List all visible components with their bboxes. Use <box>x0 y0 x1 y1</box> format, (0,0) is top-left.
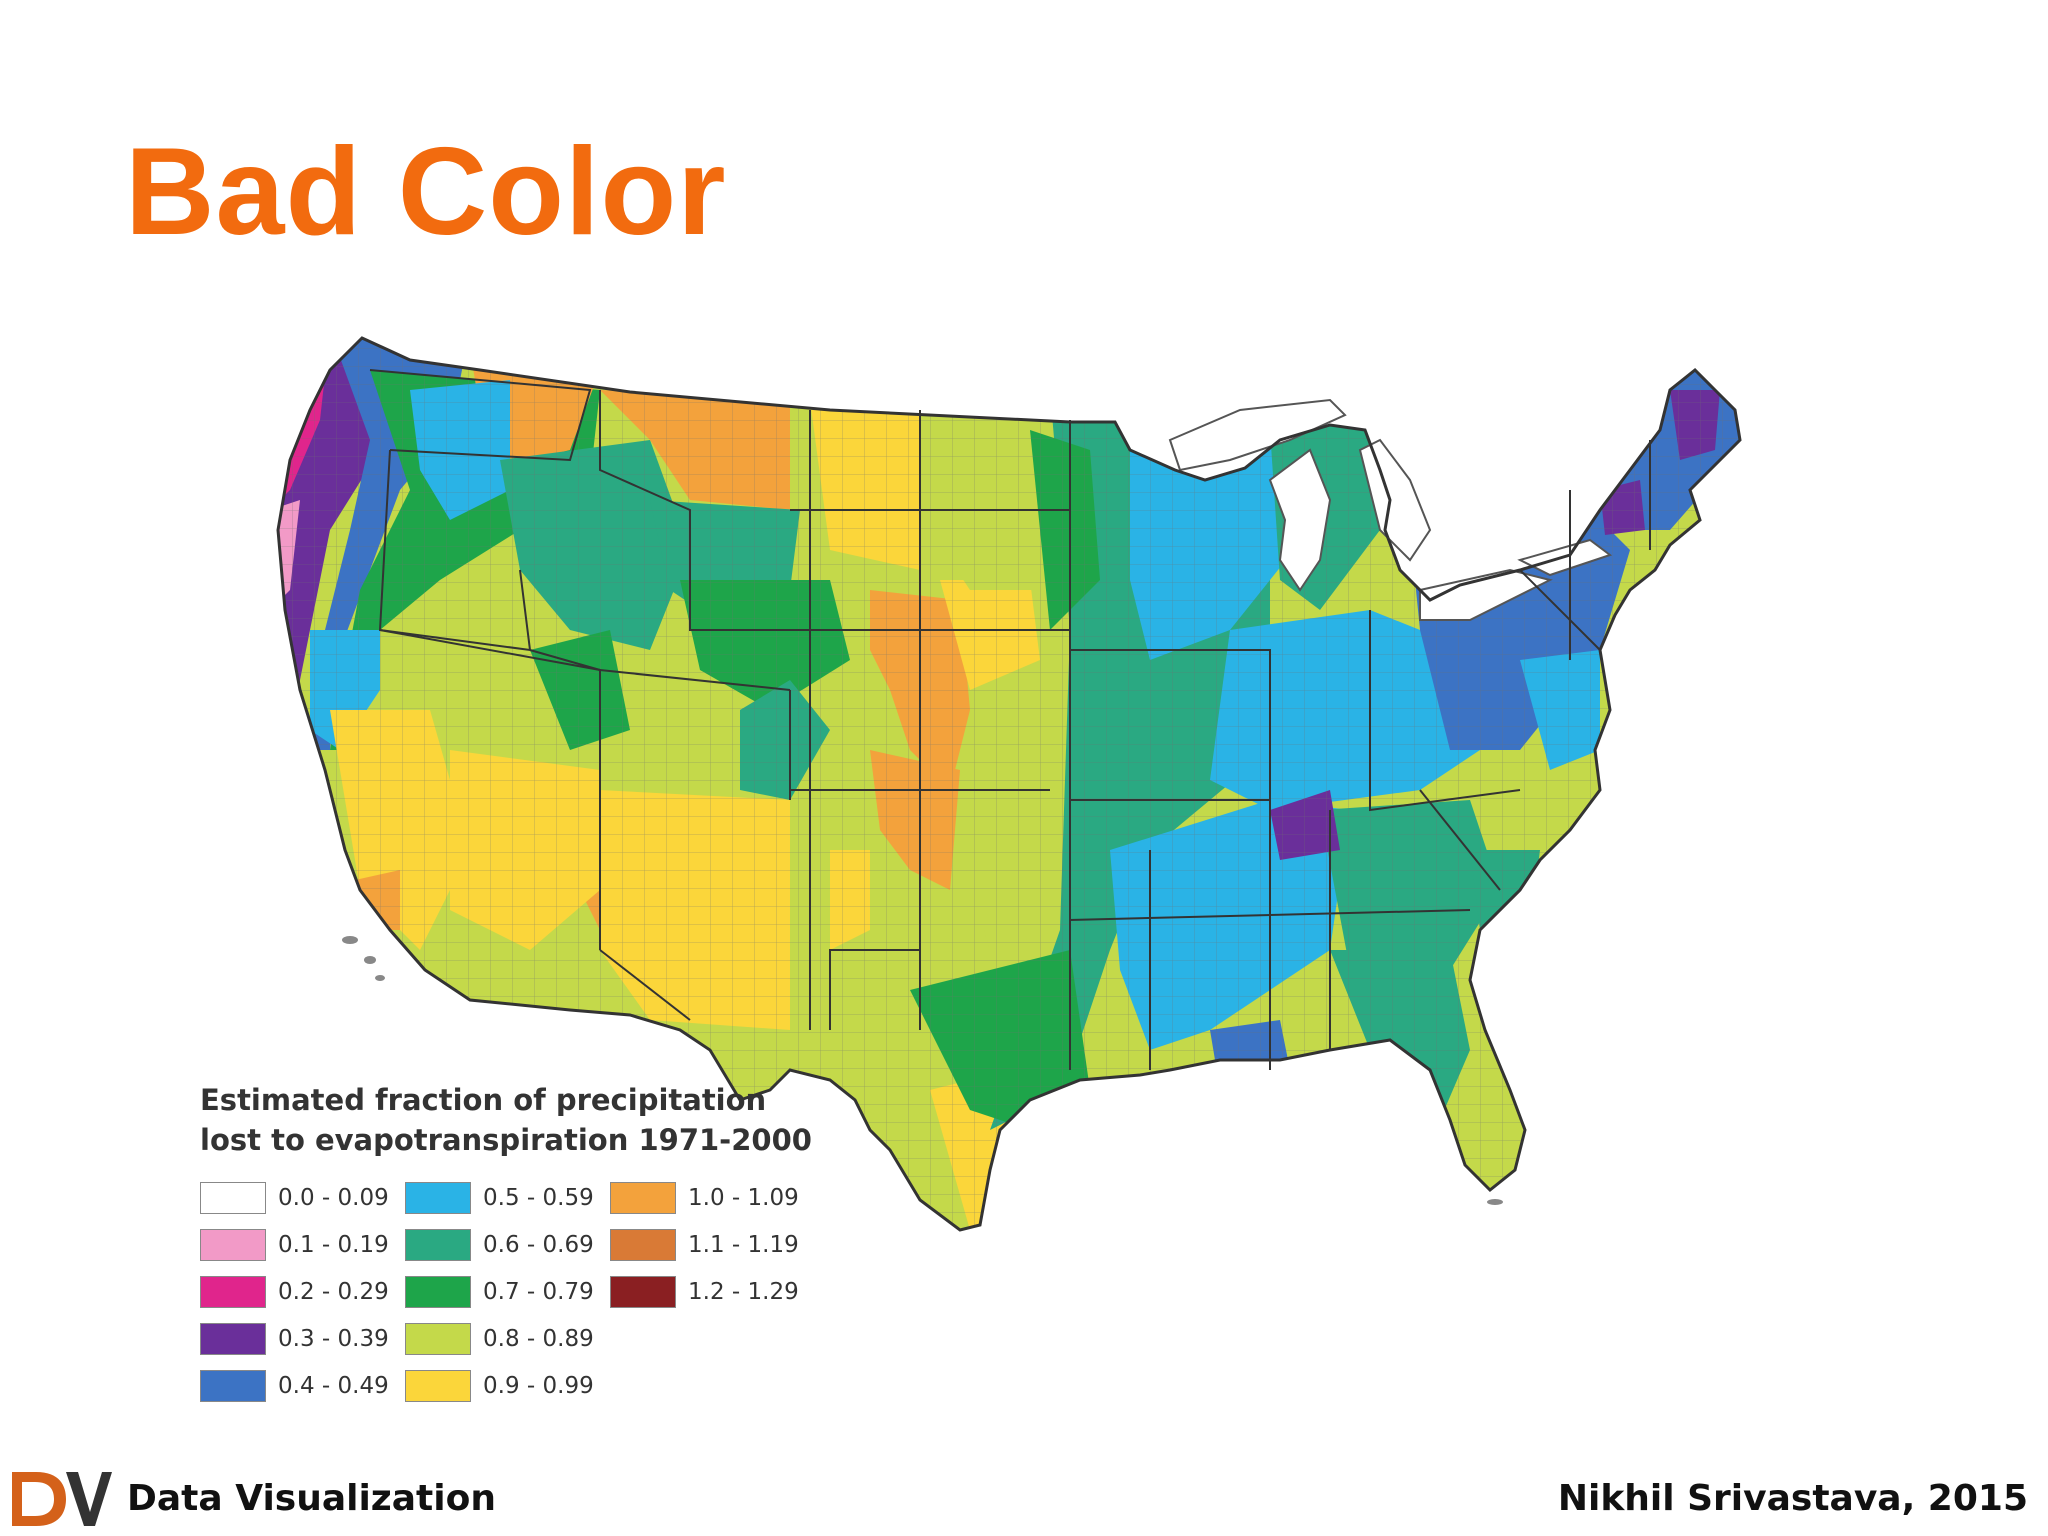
legend-swatch <box>405 1369 471 1402</box>
dv-logo <box>12 1472 112 1526</box>
legend-label: 0.5 - 0.59 <box>483 1184 594 1211</box>
legend-swatch <box>200 1275 266 1308</box>
legend-item: 0.6 - 0.69 <box>405 1221 610 1268</box>
legend-swatch <box>200 1369 266 1402</box>
legend-swatch <box>610 1228 676 1261</box>
legend-title-line1: Estimated fraction of precipitation <box>200 1083 767 1117</box>
slide-title: Bad Color <box>125 123 727 261</box>
legend-label: 0.2 - 0.29 <box>278 1278 389 1305</box>
legend-item: 0.3 - 0.39 <box>200 1315 405 1362</box>
legend-item: 0.2 - 0.29 <box>200 1268 405 1315</box>
map-legend: Estimated fraction of precipitation lost… <box>200 1080 840 1409</box>
legend-label: 0.3 - 0.39 <box>278 1325 389 1352</box>
legend-item: 0.4 - 0.49 <box>200 1362 405 1409</box>
legend-item: 0.0 - 0.09 <box>200 1174 405 1221</box>
legend-item: 0.5 - 0.59 <box>405 1174 610 1221</box>
us-evapotranspiration-map <box>270 330 1860 1410</box>
legend-swatch <box>405 1228 471 1261</box>
legend-title-line2: lost to evapotranspiration 1971-2000 <box>200 1123 812 1157</box>
legend-label: 0.0 - 0.09 <box>278 1184 389 1211</box>
legend-title: Estimated fraction of precipitation lost… <box>200 1080 840 1160</box>
footer-course-title: Data Visualization <box>127 1478 496 1519</box>
legend-label: 0.8 - 0.89 <box>483 1325 594 1352</box>
legend-items: 0.0 - 0.09 0.1 - 0.19 0.2 - 0.29 0.3 - 0.39… <box>200 1174 840 1409</box>
legend-label: 1.2 - 1.29 <box>688 1278 799 1305</box>
legend-label: 0.4 - 0.49 <box>278 1372 389 1399</box>
legend-label: 0.6 - 0.69 <box>483 1231 594 1258</box>
legend-item: 0.9 - 0.99 <box>405 1362 610 1409</box>
legend-item: 0.7 - 0.79 <box>405 1268 610 1315</box>
legend-item: 0.8 - 0.89 <box>405 1315 610 1362</box>
legend-item: 1.1 - 1.19 <box>610 1221 815 1268</box>
map-svg <box>276 336 1742 1232</box>
legend-label: 0.9 - 0.99 <box>483 1372 594 1399</box>
legend-item: 1.2 - 1.29 <box>610 1268 815 1315</box>
legend-label: 1.0 - 1.09 <box>688 1184 799 1211</box>
legend-label: 0.7 - 0.79 <box>483 1278 594 1305</box>
legend-swatch <box>200 1322 266 1355</box>
state-boundaries <box>369 369 1651 1070</box>
legend-swatch <box>610 1275 676 1308</box>
legend-swatch <box>405 1275 471 1308</box>
legend-label: 1.1 - 1.19 <box>688 1231 799 1258</box>
channel-islands <box>342 936 1503 1205</box>
legend-item: 0.1 - 0.19 <box>200 1221 405 1268</box>
legend-item: 1.0 - 1.09 <box>610 1174 815 1221</box>
footer-author-year: Nikhil Srivastava, 2015 <box>1557 1478 2028 1519</box>
legend-swatch <box>405 1181 471 1214</box>
legend-swatch <box>200 1181 266 1214</box>
legend-swatch <box>200 1228 266 1261</box>
legend-swatch <box>405 1322 471 1355</box>
legend-swatch <box>610 1181 676 1214</box>
legend-label: 0.1 - 0.19 <box>278 1231 389 1258</box>
